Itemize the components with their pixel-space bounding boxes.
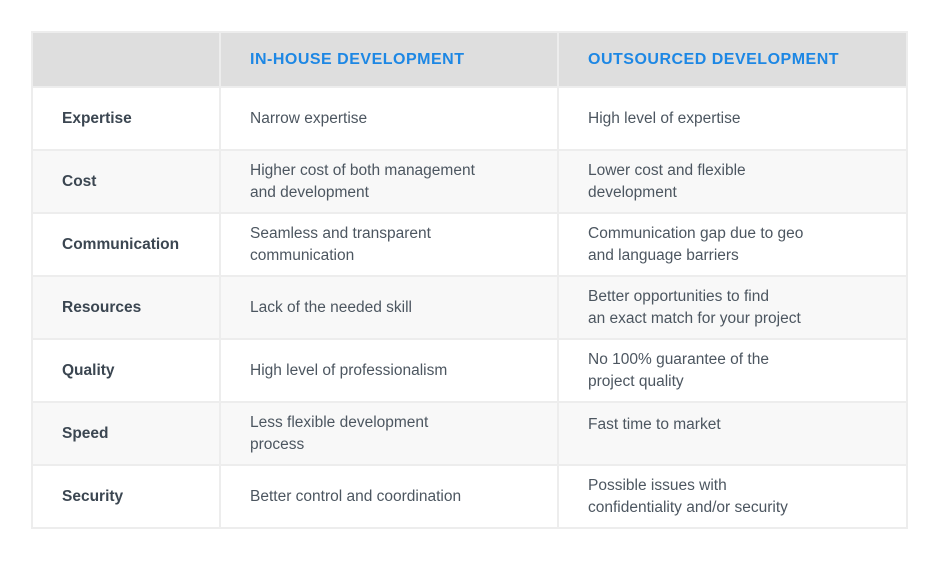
outsourced-cell: Communication gap due to geo and languag… — [559, 214, 906, 275]
table-row-quality: Quality High level of professionalism No… — [33, 340, 906, 401]
in-house-cell: Less flexible development process — [221, 403, 557, 464]
table-row-expertise: Expertise Narrow expertise High level of… — [33, 88, 906, 149]
in-house-cell: Narrow expertise — [221, 88, 557, 149]
in-house-cell: Seamless and transparent communication — [221, 214, 557, 275]
in-house-cell: Better control and coordination — [221, 466, 557, 527]
table-row-security: Security Better control and coordination… — [33, 466, 906, 527]
in-house-cell: Lack of the needed skill — [221, 277, 557, 338]
comparison-table: IN-HOUSE DEVELOPMENT OUTSOURCED DEVELOPM… — [31, 31, 908, 529]
in-house-cell: High level of professionalism — [221, 340, 557, 401]
outsourced-cell: High level of expertise — [559, 88, 906, 149]
row-label: Expertise — [33, 88, 219, 149]
outsourced-cell: Possible issues with confidentiality and… — [559, 466, 906, 527]
row-label: Security — [33, 466, 219, 527]
row-label: Resources — [33, 277, 219, 338]
column-header-in-house: IN-HOUSE DEVELOPMENT — [221, 33, 557, 86]
table-row-cost: Cost Higher cost of both management and … — [33, 151, 906, 212]
header-row: IN-HOUSE DEVELOPMENT OUTSOURCED DEVELOPM… — [33, 33, 906, 86]
corner-cell — [33, 33, 219, 86]
row-label: Speed — [33, 403, 219, 464]
outsourced-cell: Fast time to market — [559, 403, 906, 464]
table-row-resources: Resources Lack of the needed skill Bette… — [33, 277, 906, 338]
column-header-outsourced: OUTSOURCED DEVELOPMENT — [559, 33, 906, 86]
outsourced-cell: No 100% guarantee of the project quality — [559, 340, 906, 401]
table-header: IN-HOUSE DEVELOPMENT OUTSOURCED DEVELOPM… — [33, 33, 906, 86]
outsourced-cell: Lower cost and flexible development — [559, 151, 906, 212]
row-label: Communication — [33, 214, 219, 275]
row-label: Quality — [33, 340, 219, 401]
table-row-communication: Communication Seamless and transparent c… — [33, 214, 906, 275]
in-house-cell: Higher cost of both management and devel… — [221, 151, 557, 212]
table-row-speed: Speed Less flexible development process … — [33, 403, 906, 464]
row-label: Cost — [33, 151, 219, 212]
outsourced-cell: Better opportunities to find an exact ma… — [559, 277, 906, 338]
